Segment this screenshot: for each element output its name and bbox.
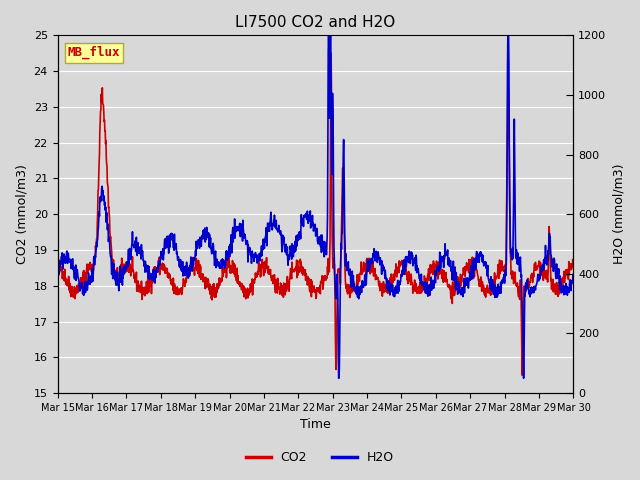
CO2 [396, 264, 403, 270]
H2O [54, 268, 61, 274]
Legend: CO2, H2O: CO2, H2O [241, 446, 399, 469]
Y-axis label: CO2 (mmol/m3): CO2 (mmol/m3) [15, 164, 28, 264]
CO2 [168, 282, 176, 288]
CO2 [226, 267, 234, 273]
X-axis label: Time: Time [300, 419, 331, 432]
CO2 [509, 268, 516, 274]
Line: H2O: H2O [58, 36, 573, 378]
Line: CO2: CO2 [58, 53, 573, 375]
H2O [570, 272, 577, 277]
CO2 [518, 372, 526, 378]
H2O [335, 375, 342, 381]
Y-axis label: H2O (mmol/m3): H2O (mmol/m3) [612, 164, 625, 264]
H2O [168, 231, 176, 237]
H2O [226, 242, 234, 248]
H2O [463, 275, 471, 281]
H2O [324, 33, 332, 38]
H2O [156, 258, 164, 264]
Title: LI7500 CO2 and H2O: LI7500 CO2 and H2O [236, 15, 396, 30]
CO2 [156, 272, 164, 277]
H2O [509, 256, 516, 262]
Text: MB_flux: MB_flux [68, 46, 120, 60]
CO2 [463, 266, 471, 272]
H2O [396, 282, 404, 288]
CO2 [327, 50, 335, 56]
CO2 [570, 260, 577, 266]
CO2 [54, 261, 61, 267]
